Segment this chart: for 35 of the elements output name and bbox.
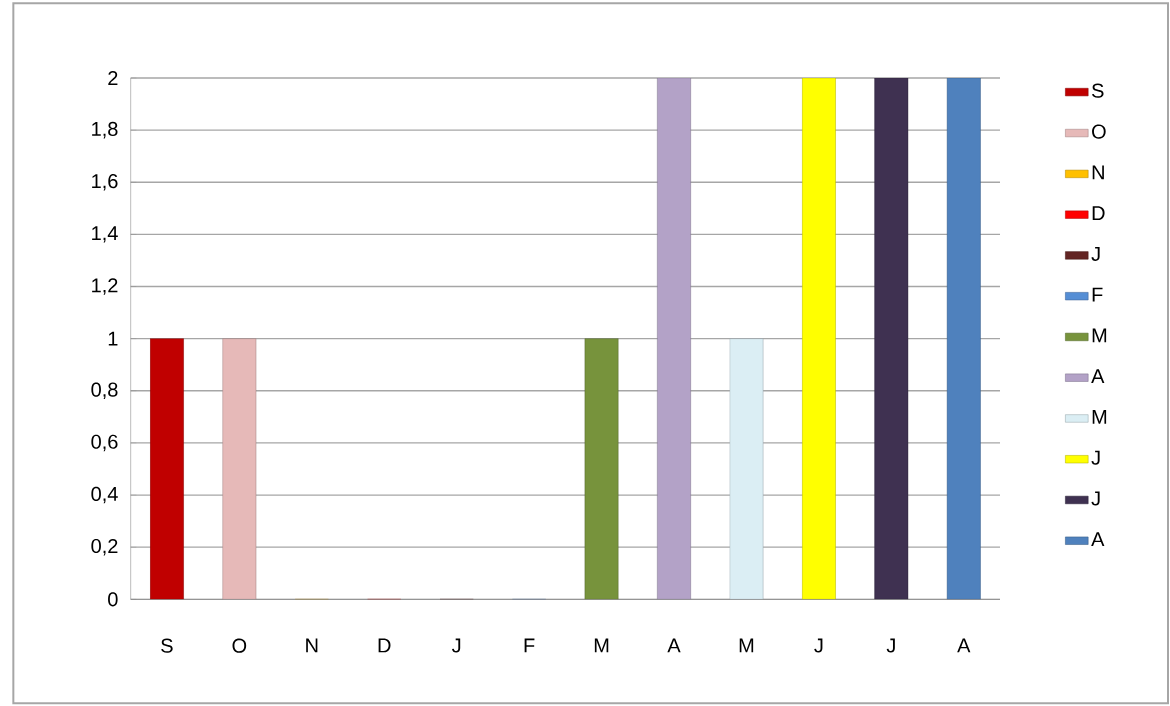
legend-label: J [1091, 450, 1100, 465]
y-tick-label: 1,4 [92, 226, 118, 243]
y-tick-label: 0,8 [91, 382, 118, 400]
x-tick-label: J [886, 638, 895, 653]
x-tick-label: N [306, 638, 318, 653]
y-tick-label: 1,2 [92, 278, 118, 295]
y-tick-label: 1,6 [92, 173, 118, 191]
legend-label: M [1092, 328, 1107, 343]
legend-label: A [1091, 369, 1105, 384]
x-tick-label: S [161, 638, 173, 653]
x-tick-label: F [524, 638, 535, 653]
x-tick-label: M [739, 638, 754, 653]
y-tick-label: 2 [108, 71, 118, 85]
legend-label: D [1092, 206, 1105, 221]
x-tick-label: A [957, 638, 971, 653]
legend-label: A [1091, 532, 1105, 547]
legend-label: S [1091, 83, 1104, 98]
y-tick-label: 0,6 [91, 434, 118, 452]
x-tick-label: M [594, 638, 609, 653]
legend-label: J [1091, 491, 1100, 506]
x-tick-label: D [378, 638, 391, 653]
x-tick-label: O [232, 638, 247, 653]
legend-label: J [1091, 247, 1100, 261]
y-tick-label: 0,4 [91, 486, 118, 504]
legend-label: F [1092, 287, 1103, 302]
y-tick-label: 1,8 [92, 121, 118, 139]
y-tick-label: 0,2 [91, 538, 118, 556]
legend-label: M [1092, 410, 1107, 424]
legend-label: N [1092, 165, 1104, 180]
y-tick-label: 1 [108, 331, 118, 346]
y-tick-label: 0 [108, 592, 118, 607]
x-tick-label: J [451, 638, 461, 653]
x-tick-label: A [667, 638, 681, 653]
legend-label: O [1092, 124, 1106, 139]
x-tick-label: J [814, 638, 823, 653]
